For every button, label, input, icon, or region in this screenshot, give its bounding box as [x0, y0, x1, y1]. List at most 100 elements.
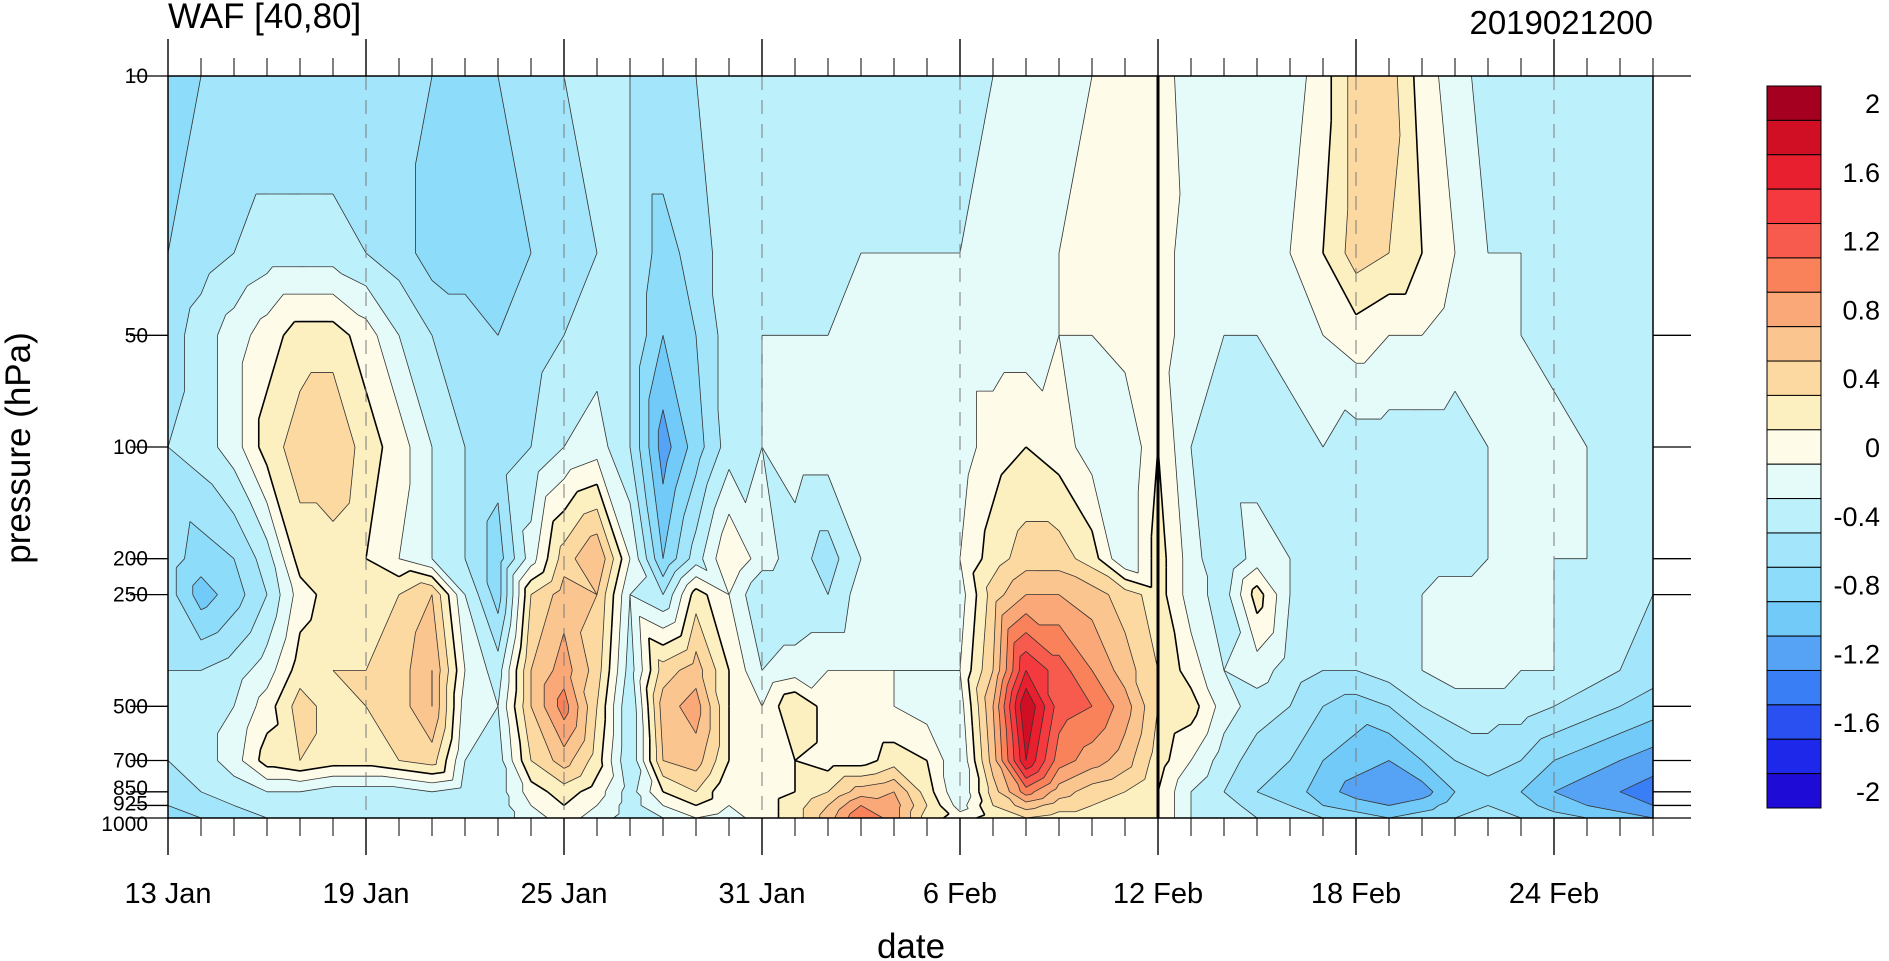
contour-line [420, 780, 433, 784]
contour-line [1240, 746, 1250, 761]
contour-line [348, 335, 367, 392]
contour-line [1020, 688, 1027, 702]
colorbar-box [1766, 188, 1822, 225]
contour-line [959, 164, 977, 254]
contour-line [1322, 693, 1346, 707]
contour-line [497, 612, 507, 652]
contour-line [778, 791, 796, 800]
contour-line [1553, 727, 1568, 734]
contour-line [745, 670, 763, 707]
contour-line [1207, 335, 1225, 392]
contour-line [844, 594, 851, 633]
contour-line [1273, 657, 1285, 671]
contour-line [1118, 733, 1126, 750]
contour-line [1014, 805, 1027, 811]
contour-line [645, 670, 652, 689]
contour-line [260, 314, 268, 320]
contour-line [860, 773, 876, 777]
contour-line [431, 594, 441, 671]
contour-line [1019, 749, 1021, 761]
contour-line [1553, 749, 1581, 761]
contour-line [444, 706, 448, 729]
contour-line [695, 797, 713, 807]
contour-line [985, 706, 990, 754]
contour-line [453, 670, 458, 695]
contour-line [1432, 805, 1439, 810]
contour-line [1306, 781, 1313, 792]
contour-line [456, 594, 466, 671]
contour-line [1520, 335, 1555, 392]
contour-line [1091, 798, 1109, 806]
contour-line [1355, 798, 1390, 806]
y-tick-label: 250 [113, 584, 148, 607]
contour-line [583, 508, 598, 515]
contour-line [1044, 742, 1049, 761]
contour-line [259, 733, 268, 750]
contour-line [1141, 706, 1146, 734]
contour-line [1091, 585, 1109, 595]
contour-line [1000, 768, 1010, 792]
contour-line [656, 760, 664, 777]
contour-line [546, 791, 565, 807]
contour-line [332, 266, 342, 274]
contour-line [583, 670, 590, 693]
contour-line [959, 670, 965, 707]
contour-line [998, 706, 1000, 718]
contour-line [497, 502, 504, 559]
colorbar-box [1766, 154, 1822, 190]
contour-line [1429, 791, 1434, 796]
contour-line [291, 585, 294, 595]
contour-line [728, 570, 741, 595]
contour-line [1233, 558, 1247, 570]
contour-line [981, 530, 986, 559]
contour-line [939, 804, 950, 815]
contour-line [1042, 802, 1054, 806]
contour-line [1553, 791, 1588, 806]
contour-line [1091, 530, 1100, 559]
contour-line [1396, 75, 1401, 136]
contour-line [266, 539, 273, 559]
contour-line [1363, 335, 1390, 364]
contour-line [258, 446, 268, 466]
contour-line [995, 594, 1005, 602]
contour-line [365, 252, 400, 281]
contour-line [1058, 530, 1076, 559]
contour-line [1009, 690, 1013, 707]
contour-line [794, 691, 818, 707]
colorbar-label: -2 [1856, 777, 1880, 807]
contour-line [1124, 589, 1142, 596]
contour-line [250, 318, 261, 336]
contour-line [1234, 760, 1241, 772]
contour-line [618, 594, 623, 646]
contour-line [250, 594, 268, 633]
contour-line [849, 805, 862, 815]
y-tick-label: 50 [125, 324, 148, 347]
contour-line [739, 558, 752, 571]
contour-line [569, 760, 573, 766]
contour-line [893, 791, 901, 806]
contour-line [1058, 474, 1077, 504]
contour-line [513, 706, 521, 743]
contour-line [1111, 770, 1126, 780]
contour-line [266, 465, 296, 559]
contour-line [1190, 688, 1200, 707]
contour-line [1006, 670, 1014, 686]
contour-line [622, 670, 627, 699]
contour-line [1058, 775, 1076, 785]
contour-line [1174, 193, 1181, 254]
x-tick-label: 13 Jan [124, 878, 211, 910]
contour-line [1035, 730, 1042, 761]
contour-line [1438, 75, 1456, 254]
contour-line [522, 698, 525, 707]
colorbar-box [1766, 394, 1822, 431]
contour-line [620, 746, 623, 761]
contour-line [585, 805, 598, 815]
contour-line [431, 567, 458, 595]
contour-line [508, 724, 513, 761]
contour-line [398, 335, 433, 448]
contour-line [827, 765, 835, 772]
contour-line [1091, 778, 1112, 785]
contour-fill-area [167, 75, 1654, 819]
contour-line [1223, 632, 1241, 671]
contour-line [649, 781, 653, 792]
